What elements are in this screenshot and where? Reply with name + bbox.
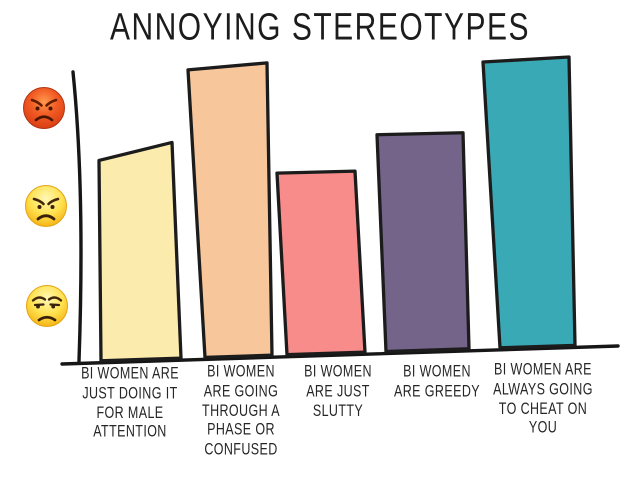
pouting-face-icon	[23, 87, 65, 129]
bar-label-1: BI WOMEN ARE JUST DOING IT FOR MALE ATTENTI…	[81, 364, 179, 441]
chart-title: ANNOYING STEREOTYPES	[109, 6, 531, 49]
bar-5	[481, 55, 577, 350]
bar-1	[97, 140, 183, 363]
bar-4	[375, 131, 471, 354]
angry-face-icon	[25, 185, 67, 227]
unamused-face-icon	[26, 285, 68, 327]
bar-label-5: BI WOMEN ARE ALWAYS GOING TO CHEAT ON YOU	[493, 360, 593, 437]
x-axis-line	[60, 344, 620, 366]
bar-label-4: BI WOMEN ARE GREEDY	[394, 362, 480, 400]
y-axis-line	[71, 70, 83, 363]
bar-label-2: BI WOMEN ARE GOING THROUGH A PHASE OR CONFUS…	[202, 362, 280, 459]
bar-3	[275, 169, 367, 357]
bar-label-3: BI WOMEN ARE JUST SLUTTY	[304, 362, 372, 420]
bar-2	[186, 61, 274, 360]
